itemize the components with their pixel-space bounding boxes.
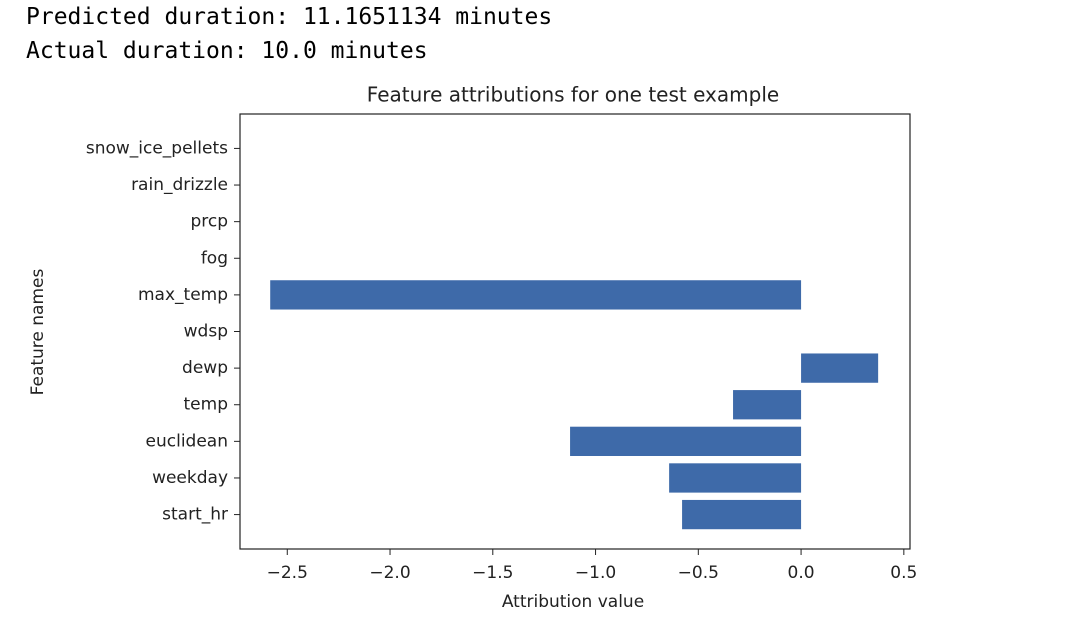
y-tick-label: rain_drizzle <box>131 175 228 195</box>
console-line: Actual duration: 10.0 minutes <box>26 38 428 64</box>
y-tick-label: temp <box>184 395 228 415</box>
x-tick-label: 0.5 <box>890 563 917 583</box>
x-tick-label: −1.0 <box>575 563 616 583</box>
y-tick-label: start_hr <box>162 505 228 525</box>
bar <box>801 353 879 383</box>
y-tick-label: max_temp <box>138 285 228 305</box>
y-tick-label: wdsp <box>184 322 228 342</box>
y-axis-label: Feature names <box>28 269 48 396</box>
bar <box>570 426 802 456</box>
y-tick-label: fog <box>201 248 228 268</box>
bar <box>270 280 802 310</box>
chart-title: Feature attributions for one test exampl… <box>367 83 779 107</box>
x-axis-label: Attribution value <box>502 592 644 612</box>
y-tick-label: prcp <box>190 212 228 232</box>
x-tick-label: −2.0 <box>369 563 410 583</box>
plot-frame <box>239 113 911 550</box>
y-tick-label: dewp <box>182 358 228 378</box>
y-tick-label: weekday <box>152 468 228 488</box>
bar <box>682 499 802 530</box>
x-tick-label: −0.5 <box>678 563 719 583</box>
y-tick-label: snow_ice_pellets <box>86 138 228 158</box>
x-tick-label: 0.0 <box>788 563 815 583</box>
x-tick-label: −2.5 <box>267 563 308 583</box>
bar <box>733 390 802 420</box>
x-tick-label: −1.5 <box>472 563 513 583</box>
y-tick-label: euclidean <box>146 431 228 451</box>
bar <box>669 463 802 493</box>
console-line: Predicted duration: 11.1651134 minutes <box>26 4 553 30</box>
